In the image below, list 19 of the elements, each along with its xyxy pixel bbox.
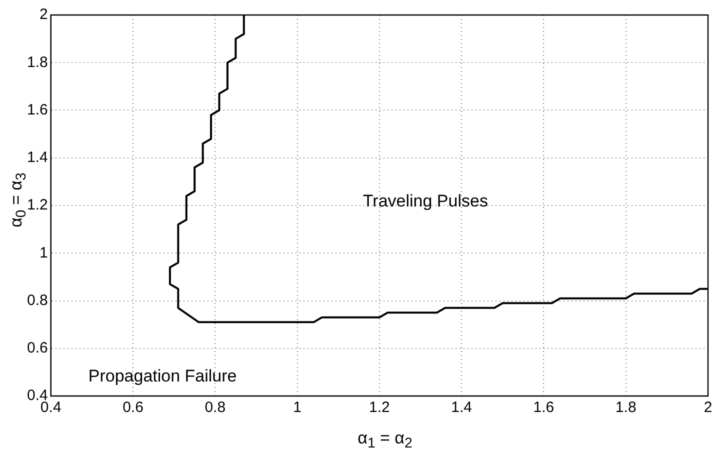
y-tick-label: 0.6 — [26, 340, 48, 357]
x-tick-label: 1.8 — [615, 399, 636, 416]
y-tick-label: 2 — [40, 6, 48, 24]
x-axis-title: α$_{1}$ = α$_{2}$ — [358, 428, 412, 452]
y-tick-label: 1.4 — [26, 149, 48, 166]
x-tick-label: 2 — [704, 399, 712, 416]
annotation: Propagation Failure — [88, 366, 237, 386]
x-tick-label: 0.6 — [122, 399, 144, 416]
y-tick-label: 1.8 — [26, 54, 48, 71]
y-tick-label: 0.8 — [26, 292, 48, 309]
x-tick-label: 1.2 — [368, 399, 390, 416]
y-tick-label: 1.6 — [26, 101, 48, 118]
y-tick-label: 1.2 — [26, 196, 48, 214]
x-tick-label: 0.8 — [204, 399, 226, 416]
y-tick-label: 1 — [40, 244, 48, 262]
annotation: Traveling Pulses — [362, 191, 488, 210]
x-tick-label: 1.4 — [451, 399, 472, 416]
x-tick-label: 1 — [293, 399, 302, 416]
x-tick-label: 1.6 — [533, 399, 554, 416]
